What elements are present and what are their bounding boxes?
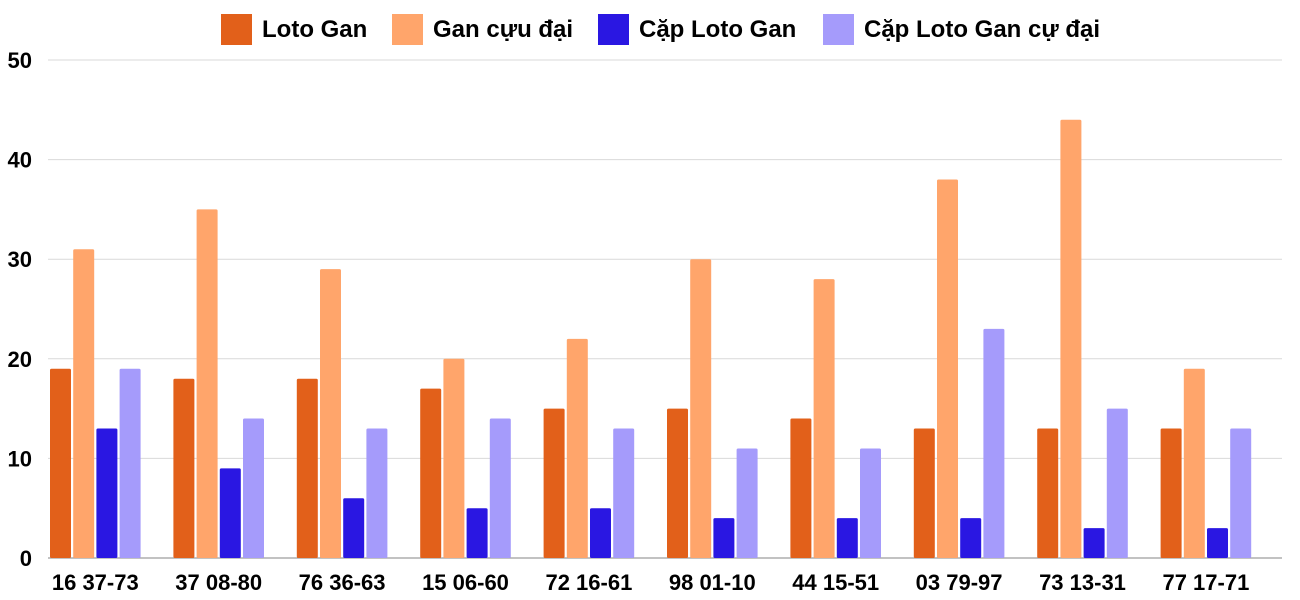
- bar-4-16-37-73: [119, 368, 141, 558]
- bar-1-44-15-51: [790, 418, 812, 558]
- bar-2-73-13-31: [1060, 119, 1082, 558]
- legend-swatch: [823, 14, 854, 45]
- bar-1-03-79-97: [913, 428, 935, 558]
- bar-1-76-36-63: [296, 378, 318, 558]
- x-tick-label: 73 13-31: [1039, 570, 1126, 595]
- bar-2-03-79-97: [937, 179, 958, 558]
- bar-4-77-17-71: [1230, 428, 1252, 558]
- x-tick-label: 98 01-10: [669, 570, 756, 595]
- bar-2-72-16-61: [566, 338, 588, 558]
- bar-3-77-17-71: [1207, 528, 1228, 558]
- bar-3-15-06-60: [466, 508, 488, 558]
- bar-1-72-16-61: [543, 408, 565, 558]
- bar-4-73-13-31: [1106, 408, 1128, 558]
- legend-label: Gan cựu đại: [433, 16, 573, 43]
- bar-4-76-36-63: [366, 428, 388, 558]
- bar-4-44-15-51: [860, 448, 881, 558]
- legend-swatch: [221, 14, 252, 45]
- bar-3-44-15-51: [836, 518, 858, 558]
- y-tick-label: 20: [8, 347, 32, 372]
- x-tick-label: 37 08-80: [175, 570, 262, 595]
- bar-4-72-16-61: [613, 428, 635, 558]
- y-tick-label: 30: [8, 247, 32, 272]
- x-tick-label: 16 37-73: [52, 570, 139, 595]
- y-tick-label: 50: [8, 48, 32, 73]
- legend-item: Cặp Loto Gan cự đại: [823, 14, 1100, 45]
- legend-item: Cặp Loto Gan: [598, 14, 796, 45]
- x-axis: 16 37-73 37 08-80 76 36-63 15 06-60 72 16-61…: [52, 570, 1249, 595]
- bar-group: [173, 209, 264, 558]
- bar-1-16-37-73: [50, 368, 71, 558]
- bars: [50, 119, 1252, 559]
- bar-group: [1037, 119, 1128, 558]
- bar-3-03-79-97: [960, 518, 982, 558]
- bar-4-03-79-97: [983, 328, 1005, 558]
- legend-label: Cặp Loto Gan cự đại: [864, 16, 1100, 43]
- legend-swatch: [598, 14, 629, 45]
- bar-2-37-08-80: [196, 209, 218, 558]
- bar-group: [667, 259, 758, 558]
- bar-group: [50, 249, 141, 559]
- bar-group: [543, 338, 635, 558]
- legend-item: Loto Gan: [221, 14, 367, 45]
- bar-3-37-08-80: [219, 468, 241, 558]
- legend-label: Cặp Loto Gan: [639, 16, 796, 43]
- bar-3-98-01-10: [713, 518, 735, 558]
- bar-2-15-06-60: [443, 358, 465, 558]
- y-axis: 0 10 20 30 40 50: [8, 48, 32, 571]
- bar-3-72-16-61: [590, 508, 611, 558]
- bar-1-37-08-80: [173, 378, 195, 558]
- bar-group: [790, 279, 881, 558]
- x-tick-label: 44 15-51: [792, 570, 879, 595]
- bar-group: [420, 358, 511, 558]
- bar-2-98-01-10: [690, 259, 712, 558]
- bar-4-37-08-80: [243, 418, 264, 558]
- bar-1-15-06-60: [420, 388, 442, 558]
- x-tick-label: 15 06-60: [422, 570, 509, 595]
- bar-group: [1160, 368, 1252, 558]
- bar-3-16-37-73: [96, 428, 118, 558]
- y-tick-label: 10: [8, 446, 32, 471]
- bar-2-76-36-63: [320, 269, 341, 558]
- bar-group: [913, 179, 1005, 558]
- bar-group: [296, 269, 388, 558]
- bar-2-16-37-73: [73, 249, 95, 559]
- bar-1-73-13-31: [1037, 428, 1059, 558]
- bar-3-73-13-31: [1083, 528, 1105, 558]
- legend-item: Gan cựu đại: [392, 14, 573, 45]
- bar-1-77-17-71: [1160, 428, 1182, 558]
- legend-swatch: [392, 14, 423, 45]
- legend: Loto Gan Gan cựu đại Cặp Loto Gan Cặp Loto …: [221, 14, 1100, 45]
- legend-label: Loto Gan: [262, 16, 367, 43]
- x-tick-label: 76 36-63: [299, 570, 386, 595]
- x-tick-label: 03 79-97: [916, 570, 1003, 595]
- bar-2-44-15-51: [813, 279, 835, 558]
- bar-3-76-36-63: [343, 498, 365, 558]
- y-tick-label: 40: [8, 148, 32, 173]
- y-tick-label: 0: [20, 546, 32, 571]
- bar-1-98-01-10: [667, 408, 688, 558]
- bar-4-15-06-60: [489, 418, 511, 558]
- bar-4-98-01-10: [736, 448, 758, 558]
- x-tick-label: 77 17-71: [1162, 570, 1249, 595]
- x-tick-label: 72 16-61: [545, 570, 632, 595]
- bar-2-77-17-71: [1183, 368, 1205, 558]
